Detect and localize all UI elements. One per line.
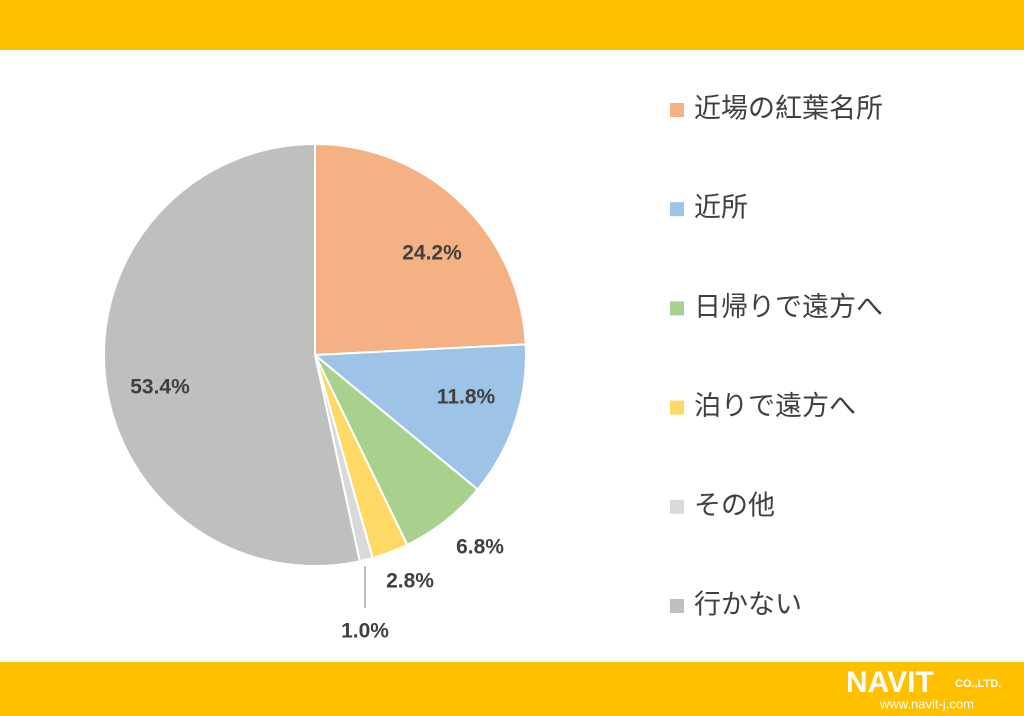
legend-swatch [670,301,684,316]
pie-slice [314,142,527,357]
bottom-banner [0,662,1024,716]
value-label: 53.4% [130,376,190,399]
pie-slice [312,343,527,491]
legend-swatch [670,202,684,217]
pie-slice [103,142,361,567]
legend-label: 近所 [694,193,748,224]
legend-swatch [670,103,684,117]
legend-label: 近場の紅葉名所 [694,94,883,125]
value-label: 1.0% [341,620,389,643]
legend-label: 日帰りで遠方へ [694,292,883,323]
top-banner [0,0,1024,50]
value-label: 24.2% [402,242,462,265]
legend-label: 泊りで遠方へ [694,391,856,422]
legend-label: その他 [694,490,775,521]
value-label: 2.8% [386,570,434,593]
value-label: 6.8% [456,536,504,559]
legend-swatch [670,400,684,415]
logo-name: NAVIT [846,666,934,699]
value-label: 11.8% [437,386,496,409]
logo-suffix: CO.,LTD. [955,678,1001,690]
logo-url: www.navit-j.com [879,696,974,711]
legend-label: 行かない [694,590,802,621]
legend-swatch [670,499,684,514]
legend-swatch [670,599,684,613]
